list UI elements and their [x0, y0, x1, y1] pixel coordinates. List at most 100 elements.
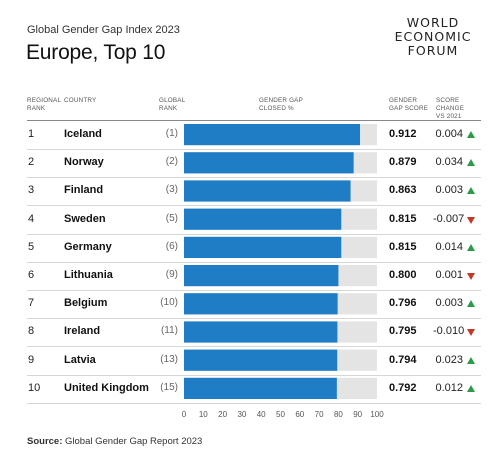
table-row: 7 Belgium (10) 0.796 0.003	[0, 290, 500, 320]
chart-subtitle: Global Gender Gap Index 2023	[27, 24, 180, 36]
gap-score: 0.815	[389, 240, 417, 253]
header-change-line: SCORE	[436, 97, 460, 104]
bar-finland	[184, 180, 351, 202]
header-change: SCORE CHANGE VS 2021	[436, 97, 464, 121]
header-country: COUNTRY	[64, 97, 96, 105]
regional-rank: 4	[28, 212, 35, 225]
regional-rank: 7	[28, 297, 35, 310]
country-name: Iceland	[64, 128, 102, 140]
table-row: 5 Germany (6) 0.815 0.014	[0, 234, 500, 263]
source-note: Source: Global Gender Gap Report 2023	[27, 436, 202, 447]
header-country-line: COUNTRY	[64, 97, 97, 104]
score-change: 0.003	[435, 184, 463, 197]
row-divider	[27, 205, 481, 207]
header-change-line: CHANGE	[436, 105, 465, 112]
chart-title: Europe, Top 10	[26, 41, 166, 64]
x-tick-label: 20	[218, 410, 227, 419]
x-tick-label: 80	[334, 410, 343, 419]
bar-lithuania	[184, 265, 339, 287]
header-gap-closed-line: GENDER GAP	[259, 97, 303, 104]
global-rank: (11)	[160, 325, 178, 337]
global-rank: (10)	[160, 297, 178, 309]
logo-line-1: WORLD	[406, 15, 460, 30]
source-label: Source:	[27, 436, 63, 447]
wef-logo: WORLD ECONOMIC FORUM	[388, 16, 478, 58]
row-divider	[27, 149, 481, 150]
table-row: 10 United Kingdom (15) 0.792 0.012	[0, 375, 500, 404]
x-tick-label: 100	[370, 410, 384, 419]
gap-score: 0.795	[389, 325, 417, 338]
gap-score: 0.912	[389, 128, 417, 140]
x-tick-label: 30	[237, 410, 246, 419]
header-regional-rank: REGIONAL RANK	[27, 97, 61, 113]
row-divider	[27, 374, 481, 376]
arrow-up-icon	[467, 187, 475, 195]
gap-score: 0.796	[389, 297, 417, 310]
bar-latvia	[184, 349, 338, 371]
gap-score: 0.800	[389, 269, 417, 281]
bar-belgium	[184, 293, 338, 315]
table-row: 4 Sweden (5) 0.815 -0.007	[0, 206, 500, 235]
bar-iceland	[184, 124, 361, 146]
x-tick-label: 0	[182, 410, 187, 419]
arrow-up-icon	[467, 243, 475, 251]
header-global-rank: GLOBAL RANK	[159, 97, 185, 113]
global-rank: (9)	[165, 269, 178, 280]
header-global-rank-line: RANK	[159, 105, 178, 112]
score-change: 0.004	[435, 128, 463, 140]
gap-score: 0.815	[389, 212, 417, 225]
arrow-down-icon	[467, 329, 475, 337]
row-divider	[27, 177, 481, 179]
arrow-up-icon	[467, 356, 475, 364]
header-score-line: GENDER	[389, 97, 418, 104]
source-text: Global Gender Gap Report 2023	[65, 436, 203, 447]
x-tick-label: 70	[315, 410, 324, 419]
header-gap-closed: GENDER GAP CLOSED %	[259, 97, 303, 113]
regional-rank: 1	[28, 128, 35, 140]
header-regional-rank-line: REGIONAL	[27, 97, 62, 104]
bar-norway	[184, 152, 354, 174]
logo-line-3: FORUM	[407, 43, 459, 58]
logo-line-2: ECONOMIC	[394, 29, 472, 44]
header-score-line: GAP SCORE	[389, 105, 429, 112]
score-change: 0.001	[435, 269, 463, 281]
score-change: -0.010	[433, 325, 465, 338]
bar-united-kingdom	[184, 377, 337, 399]
row-divider	[27, 402, 481, 404]
row-divider	[27, 261, 481, 263]
regional-rank: 6	[28, 269, 35, 281]
global-rank: (13)	[160, 353, 178, 365]
gap-score: 0.794	[389, 353, 417, 366]
header-score: GENDER GAP SCORE	[389, 97, 428, 113]
global-rank: (3)	[165, 184, 178, 196]
global-rank: (15)	[160, 381, 178, 393]
regional-rank: 5	[28, 240, 35, 253]
table-row: 3 Finland (3) 0.863 0.003	[0, 177, 500, 207]
row-divider	[27, 346, 481, 348]
x-tick-label: 90	[353, 410, 362, 419]
country-name: Ireland	[64, 325, 101, 338]
score-change: 0.003	[435, 297, 463, 310]
country-name: United Kingdom	[64, 381, 149, 394]
country-name: Latvia	[64, 353, 96, 366]
table-row: 1 Iceland (1) 0.912 0.004	[0, 121, 500, 150]
score-change: 0.012	[435, 381, 463, 394]
regional-rank: 10	[28, 381, 41, 394]
regional-rank: 8	[28, 325, 35, 338]
row-divider	[27, 318, 481, 320]
x-tick-label: 40	[257, 410, 266, 419]
header-change-line: VS 2021	[436, 113, 462, 120]
regional-rank: 9	[28, 353, 35, 366]
table-row: 6 Lithuania (9) 0.800 0.001	[0, 262, 500, 291]
country-name: Belgium	[64, 297, 108, 310]
score-change: -0.007	[433, 212, 465, 225]
score-change: 0.014	[435, 240, 463, 253]
country-name: Sweden	[64, 212, 106, 225]
global-rank: (5)	[165, 212, 178, 224]
regional-rank: 3	[28, 184, 35, 197]
bar-germany	[184, 236, 342, 258]
arrow-up-icon	[467, 159, 475, 167]
gap-score: 0.792	[389, 381, 417, 394]
x-tick-label: 60	[295, 410, 304, 419]
global-rank: (2)	[165, 156, 178, 168]
